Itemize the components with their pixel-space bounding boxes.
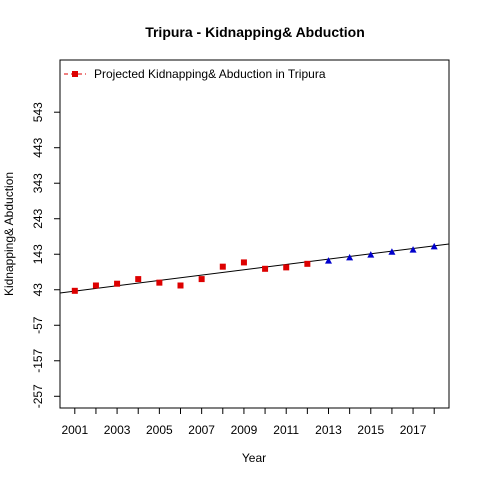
data-point-square [219,263,226,270]
y-axis: -257 -157 -57 43 143 243 343 443 543 [31,102,60,408]
y-tick-label: 43 [31,283,45,297]
x-tick-label: 2001 [61,423,88,437]
x-tick-label: 2007 [188,423,215,437]
data-point-triangle [367,251,375,258]
data-point-square [92,282,99,289]
data-point-square [304,260,311,267]
data-point-triangle [324,257,332,264]
data-point-triangle [346,253,354,261]
data-point-square [240,259,247,266]
data-point-square [283,264,290,271]
legend: Projected Kidnapping& Abduction in Tripu… [64,67,326,81]
x-tick-label: 2011 [273,423,299,437]
data-point-square [198,276,205,283]
data-point-square [177,282,184,289]
trend-line-group [59,243,450,294]
x-tick-label: 2017 [400,423,427,437]
plot-area-frame [59,59,450,409]
x-axis: 2001 2003 2005 2007 2009 2011 2013 2015 2017 [61,408,435,437]
data-point-triangle [409,246,417,253]
legend-marker [72,71,78,77]
y-tick-label: 243 [31,208,45,228]
data-point-square [71,287,78,294]
data-points [71,242,438,294]
x-tick-label: 2009 [231,423,258,437]
data-point-square [114,280,121,287]
x-tick-label: 2005 [146,423,173,437]
y-tick-label: -57 [31,316,45,334]
data-point-square [135,276,142,283]
y-tick-label: -257 [31,384,45,408]
y-tick-label: 543 [31,102,45,122]
data-point-triangle [388,248,396,255]
y-tick-label: -157 [31,348,45,372]
y-tick-label: 143 [31,244,45,264]
x-tick-label: 2013 [315,423,342,437]
data-point-square [262,265,269,272]
y-tick-label: 343 [31,173,45,193]
y-axis-label: Kidnapping& Abduction [2,172,16,296]
data-point-triangle [430,242,438,250]
y-tick-label: 443 [31,137,45,157]
x-tick-label: 2003 [104,423,131,437]
data-point-square [156,279,163,286]
x-tick-label: 2015 [357,423,384,437]
trend-line [59,243,450,294]
chart-title: Tripura - Kidnapping& Abduction [145,24,365,40]
x-axis-label: Year [242,451,266,465]
legend-label: Projected Kidnapping& Abduction in Tripu… [94,67,326,81]
